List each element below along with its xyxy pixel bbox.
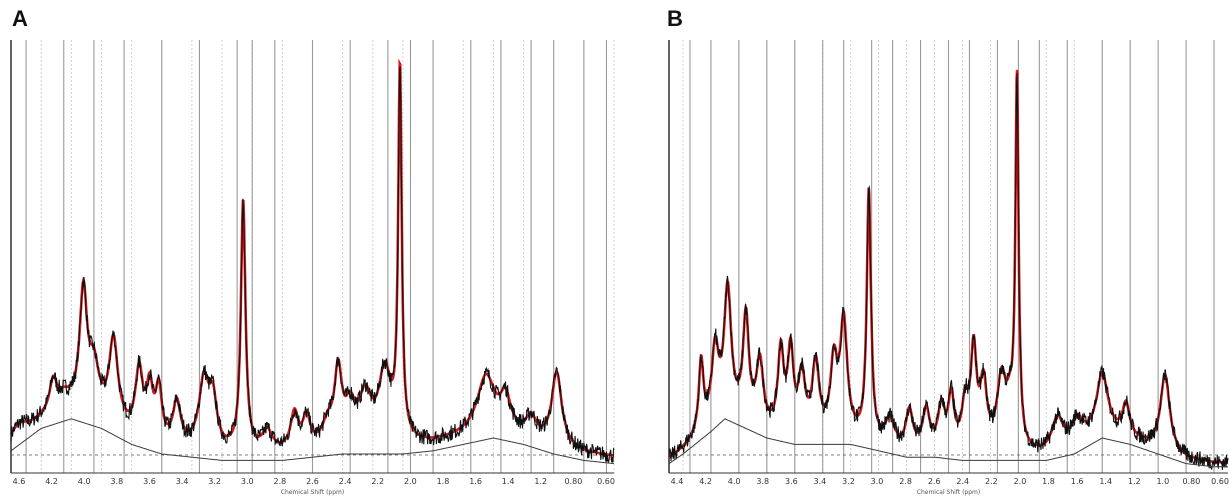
x-tick-label: 3.4 (176, 477, 189, 486)
x-tick-label: 3.2 (208, 477, 221, 486)
x-tick-label: 0.80 (1183, 477, 1201, 486)
panel-label-b: B (667, 6, 683, 31)
baseline-curve (10, 418, 615, 465)
x-tick-label: 4.2 (699, 477, 712, 486)
x-tick-label: 1.0 (1156, 477, 1169, 486)
x-tick-label: 3.0 (871, 477, 884, 486)
baseline-curve (668, 418, 1228, 468)
x-tick-label: 1.4 (1099, 477, 1112, 486)
x-tick-label: 1.2 (1128, 477, 1141, 486)
x-tick-label: 3.6 (785, 477, 798, 486)
x-tick-label: 3.6 (143, 477, 156, 486)
x-tick-label: 0.60 (1211, 477, 1229, 486)
x-tick-label: 2.6 (928, 477, 941, 486)
panel-label-a: A (12, 6, 28, 31)
x-tick-label: 3.4 (814, 477, 827, 486)
spectrum-curve (668, 73, 1229, 470)
x-tick-label: 1.8 (437, 477, 450, 486)
x-tick-label: 1.6 (469, 477, 482, 486)
x-tick-label: 2.6 (306, 477, 319, 486)
x-tick-label: 4.6 (13, 477, 26, 486)
x-tick-label: 2.8 (274, 477, 287, 486)
x-tick-label: 0.80 (564, 477, 582, 486)
x-tick-label: 2.4 (339, 477, 352, 486)
x-tick-label: 2.0 (404, 477, 417, 486)
x-tick-label: 3.2 (842, 477, 855, 486)
x-tick-label: 4.0 (728, 477, 741, 486)
x-tick-label: 1.8 (1042, 477, 1055, 486)
x-tick-label: 1.6 (1071, 477, 1084, 486)
x-tick-label: 4.0 (78, 477, 91, 486)
x-tick-label: 1.4 (502, 477, 515, 486)
x-tick-label: 3.8 (110, 477, 123, 486)
x-axis-label: Chemical Shift (ppm) (281, 489, 344, 496)
x-tick-label: 2.2 (985, 477, 998, 486)
x-tick-label: 4.2 (45, 477, 58, 486)
x-tick-label: 2.0 (1014, 477, 1027, 486)
x-tick-label: 2.8 (899, 477, 912, 486)
spectrum-panel-b: 4.4 4.2 4.0 3.8 3.6 3.4 3.2 3.0 2.8 2.6 2.4 2.2 2.0 1… (668, 40, 1229, 496)
x-axis-label: Chemical Shift (ppm) (917, 489, 980, 496)
x-tick-label: 3.0 (241, 477, 254, 486)
spectrum-curve (10, 66, 615, 464)
x-tick-label: 0.60 (597, 477, 615, 486)
x-tick-label: 4.4 (671, 477, 684, 486)
x-tick-label: 3.8 (756, 477, 769, 486)
x-tick-label: 2.2 (371, 477, 384, 486)
x-tick-label: 1.2 (534, 477, 547, 486)
spectrum-panel-a: 4.6 4.2 4.0 3.8 3.6 3.4 3.2 3.0 2.8 2.6 2.4 2.2 2.0 1… (9, 40, 615, 496)
x-tick-label: 2.4 (956, 477, 969, 486)
